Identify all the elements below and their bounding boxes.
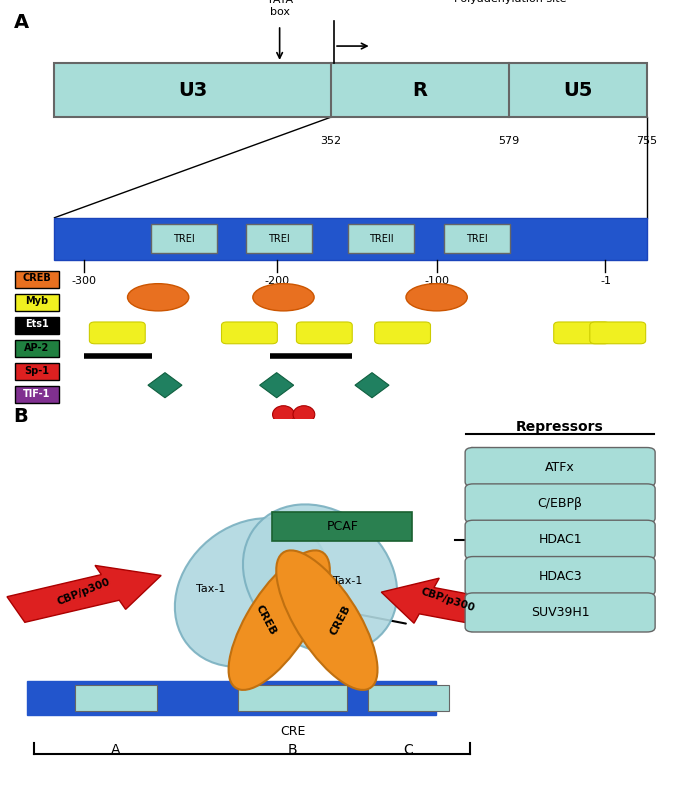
Text: Myb: Myb — [25, 296, 48, 307]
FancyBboxPatch shape — [368, 685, 449, 711]
Text: CREB: CREB — [253, 604, 278, 637]
Text: CBP/p300: CBP/p300 — [419, 587, 476, 614]
Text: B: B — [288, 743, 298, 757]
FancyBboxPatch shape — [15, 294, 59, 310]
Text: HDAC3: HDAC3 — [538, 570, 582, 582]
FancyBboxPatch shape — [590, 322, 646, 344]
Text: Ets1: Ets1 — [25, 319, 48, 329]
Text: Polyadenylation site: Polyadenylation site — [454, 0, 567, 4]
FancyBboxPatch shape — [15, 386, 59, 403]
FancyBboxPatch shape — [465, 520, 655, 559]
Text: HDAC1: HDAC1 — [538, 533, 582, 546]
FancyBboxPatch shape — [465, 592, 655, 632]
Text: Sp-1: Sp-1 — [25, 366, 49, 375]
Ellipse shape — [229, 551, 330, 690]
Text: TREI: TREI — [466, 234, 488, 243]
Text: AP-2: AP-2 — [24, 343, 50, 352]
Text: U3: U3 — [178, 81, 207, 100]
Text: Tax-1: Tax-1 — [196, 584, 226, 593]
Ellipse shape — [406, 284, 467, 311]
FancyBboxPatch shape — [272, 512, 412, 541]
Text: CREB: CREB — [328, 604, 353, 637]
Text: -1: -1 — [600, 276, 611, 286]
FancyBboxPatch shape — [15, 317, 59, 333]
Text: TREII: TREII — [369, 234, 394, 243]
Text: CRE: CRE — [280, 725, 306, 738]
FancyBboxPatch shape — [349, 224, 414, 253]
Text: TATA
box: TATA box — [266, 0, 293, 17]
Text: TREI: TREI — [268, 234, 290, 243]
Ellipse shape — [175, 518, 329, 667]
FancyBboxPatch shape — [15, 340, 59, 357]
FancyBboxPatch shape — [15, 271, 59, 288]
Polygon shape — [259, 373, 294, 398]
Polygon shape — [148, 373, 182, 398]
Ellipse shape — [272, 406, 294, 423]
FancyBboxPatch shape — [151, 224, 217, 253]
FancyBboxPatch shape — [89, 322, 145, 344]
FancyBboxPatch shape — [27, 681, 436, 715]
Ellipse shape — [243, 504, 397, 653]
FancyBboxPatch shape — [221, 322, 277, 344]
Polygon shape — [7, 566, 161, 623]
FancyBboxPatch shape — [15, 363, 59, 380]
Text: 755: 755 — [636, 136, 658, 146]
Text: ATFx: ATFx — [545, 461, 575, 473]
Text: PCAF: PCAF — [326, 520, 358, 532]
Text: SUV39H1: SUV39H1 — [530, 606, 590, 619]
Text: TIF-1: TIF-1 — [23, 389, 50, 399]
Text: TREI: TREI — [173, 234, 195, 243]
FancyBboxPatch shape — [375, 322, 430, 344]
Text: U5: U5 — [563, 81, 592, 100]
FancyBboxPatch shape — [444, 224, 509, 253]
Ellipse shape — [276, 551, 377, 690]
Text: Transcription
start site: Transcription start site — [315, 0, 387, 2]
Text: 579: 579 — [498, 136, 520, 146]
Text: -200: -200 — [264, 276, 289, 286]
Polygon shape — [381, 578, 518, 630]
Text: B: B — [14, 407, 29, 426]
Ellipse shape — [127, 284, 189, 311]
Text: Repressors: Repressors — [516, 420, 604, 435]
Text: C/EBPβ: C/EBPβ — [537, 497, 583, 510]
Text: R: R — [412, 81, 427, 100]
Text: C: C — [404, 743, 413, 757]
Text: Tax-1: Tax-1 — [332, 576, 362, 585]
Text: -300: -300 — [72, 276, 97, 286]
Text: A: A — [111, 743, 121, 757]
Text: A: A — [14, 13, 29, 32]
Text: CBP/p300: CBP/p300 — [56, 577, 112, 608]
FancyBboxPatch shape — [465, 556, 655, 596]
FancyBboxPatch shape — [54, 63, 647, 117]
FancyBboxPatch shape — [54, 218, 647, 260]
Text: 352: 352 — [320, 136, 341, 146]
FancyBboxPatch shape — [247, 224, 312, 253]
FancyBboxPatch shape — [465, 483, 655, 523]
FancyBboxPatch shape — [465, 447, 655, 487]
Ellipse shape — [293, 406, 315, 423]
Text: CREB: CREB — [22, 273, 51, 284]
Ellipse shape — [253, 284, 314, 311]
FancyBboxPatch shape — [296, 322, 352, 344]
FancyBboxPatch shape — [554, 322, 609, 344]
FancyBboxPatch shape — [75, 685, 157, 711]
FancyBboxPatch shape — [238, 685, 347, 711]
Text: -100: -100 — [424, 276, 449, 286]
Polygon shape — [355, 373, 389, 398]
